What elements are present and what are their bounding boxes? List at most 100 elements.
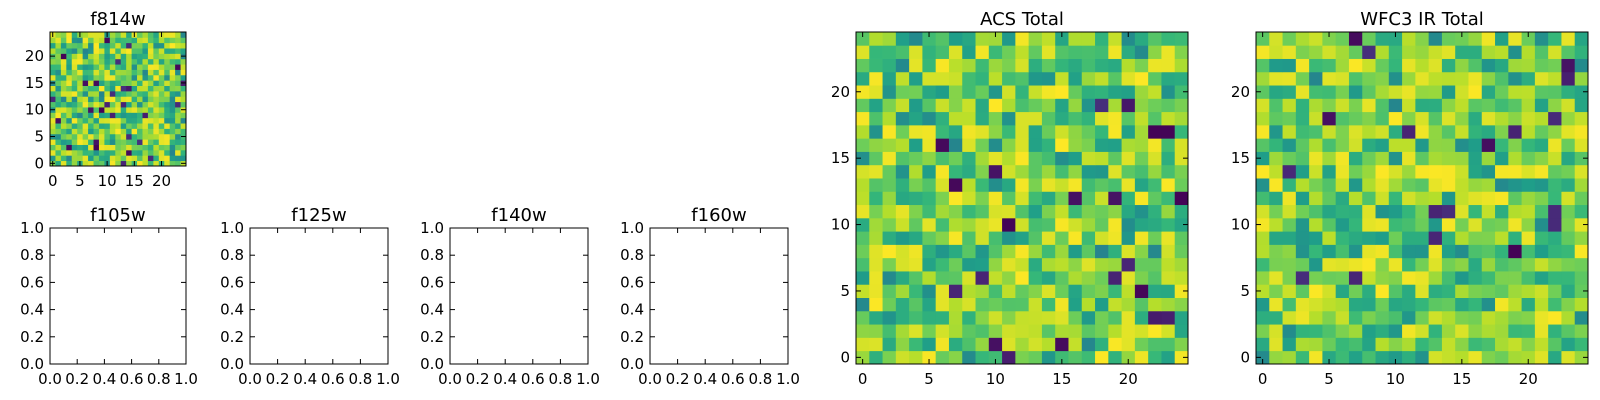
heatmap-cell bbox=[1015, 337, 1030, 352]
heatmap-cell bbox=[131, 69, 138, 76]
heatmap-cell bbox=[169, 144, 176, 151]
heatmap-cell bbox=[1309, 138, 1323, 152]
heatmap-cell bbox=[1415, 217, 1430, 232]
heatmap-cell bbox=[935, 337, 950, 352]
heatmap-cell bbox=[1455, 98, 1469, 113]
heatmap-cell bbox=[109, 160, 116, 167]
heatmap-cell bbox=[1388, 45, 1403, 59]
heatmap-cell bbox=[1269, 138, 1283, 152]
heatmap-cell bbox=[1256, 231, 1270, 245]
x-tick-label: 0.6 bbox=[120, 370, 144, 388]
heatmap-cell bbox=[1441, 85, 1456, 99]
heatmap-cell bbox=[856, 231, 870, 245]
heatmap-cell bbox=[1362, 111, 1376, 126]
heatmap-cell bbox=[1468, 244, 1483, 259]
heatmap-cell bbox=[1309, 164, 1323, 179]
heatmap-cell bbox=[1081, 271, 1096, 285]
heatmap-cell bbox=[50, 58, 56, 65]
heatmap-cell bbox=[1309, 71, 1323, 86]
heatmap-cell bbox=[1055, 217, 1069, 232]
heatmap-cell bbox=[120, 96, 127, 103]
heatmap-cell bbox=[856, 164, 870, 179]
heatmap-cell bbox=[1256, 151, 1270, 166]
heatmap-cell bbox=[71, 112, 78, 119]
y-tick-label: 0.8 bbox=[420, 246, 444, 264]
heatmap-cell bbox=[1561, 244, 1576, 259]
heatmap-cell bbox=[1402, 350, 1416, 365]
heatmap-cell bbox=[98, 112, 105, 119]
heatmap-cell bbox=[1415, 191, 1430, 206]
heatmap-cell bbox=[1495, 297, 1509, 312]
heatmap-cell bbox=[1041, 164, 1056, 179]
heatmap-cell bbox=[1441, 124, 1456, 139]
heatmap-cell bbox=[175, 107, 181, 113]
heatmap-cell bbox=[1161, 191, 1176, 206]
heatmap-cell bbox=[975, 191, 990, 206]
heatmap-cell bbox=[66, 112, 73, 119]
heatmap-cell bbox=[1322, 284, 1337, 298]
heatmap-cell bbox=[115, 107, 122, 113]
heatmap-cell bbox=[1428, 257, 1443, 272]
heatmap-cell bbox=[88, 107, 94, 113]
heatmap-cell bbox=[1574, 151, 1589, 166]
heatmap-cell bbox=[1095, 297, 1109, 312]
heatmap-cell bbox=[1548, 271, 1562, 285]
heatmap-cell bbox=[1174, 244, 1189, 259]
heatmap-cell bbox=[988, 350, 1003, 365]
heatmap-cell bbox=[1415, 151, 1430, 166]
heatmap-cell bbox=[1534, 138, 1549, 152]
heatmap-cell bbox=[1269, 124, 1283, 139]
heatmap-cell bbox=[1455, 124, 1469, 139]
heatmap-cell bbox=[115, 85, 122, 92]
heatmap-cell bbox=[1455, 350, 1469, 365]
y-tick-label: 0.4 bbox=[220, 301, 244, 319]
heatmap-cell bbox=[1148, 124, 1162, 139]
y-tick-label: 5 bbox=[34, 128, 44, 146]
y-tick-label: 0.8 bbox=[20, 246, 44, 264]
heatmap-cell bbox=[126, 64, 132, 70]
heatmap-cell bbox=[169, 53, 176, 60]
heatmap-cell bbox=[1481, 244, 1496, 259]
heatmap-cell bbox=[77, 58, 84, 65]
heatmap-cell bbox=[1015, 244, 1030, 259]
heatmap-cell bbox=[922, 191, 937, 206]
heatmap-cell bbox=[895, 284, 910, 298]
heatmap-cell bbox=[50, 48, 56, 54]
heatmap-cell bbox=[1495, 111, 1509, 126]
heatmap-cell bbox=[164, 53, 171, 60]
x-tick-label: 1.0 bbox=[576, 370, 600, 388]
heatmap-cell bbox=[1161, 297, 1176, 312]
heatmap-cell bbox=[922, 204, 937, 219]
heatmap-cell bbox=[153, 64, 160, 70]
heatmap-cell bbox=[137, 117, 143, 124]
heatmap-cell bbox=[1015, 85, 1030, 99]
heatmap-cell bbox=[82, 155, 89, 162]
heatmap-cell bbox=[1095, 244, 1109, 259]
heatmap-cell bbox=[175, 112, 181, 119]
heatmap-cell bbox=[1161, 350, 1176, 365]
heatmap-cell bbox=[1148, 98, 1162, 113]
heatmap-cell bbox=[1508, 324, 1522, 338]
heatmap-cell bbox=[1028, 191, 1043, 206]
heatmap-cell bbox=[1574, 124, 1589, 139]
heatmap-cell bbox=[55, 90, 62, 97]
x-tick-label: 1.0 bbox=[776, 370, 800, 388]
heatmap-cell bbox=[1348, 310, 1363, 325]
y-tick-label: 1.0 bbox=[220, 219, 244, 237]
heatmap-cell bbox=[1282, 231, 1297, 245]
heatmap-cell bbox=[60, 117, 67, 124]
heatmap-cell bbox=[909, 310, 923, 325]
heatmap-cell bbox=[98, 128, 105, 135]
heatmap-cell bbox=[77, 53, 84, 60]
heatmap-cell bbox=[164, 37, 171, 44]
heatmap-cell bbox=[895, 85, 910, 99]
heatmap-cell bbox=[1015, 257, 1030, 272]
heatmap-cell bbox=[1455, 231, 1469, 245]
heatmap-cell bbox=[147, 53, 154, 60]
y-tick-label: 15 bbox=[831, 149, 850, 167]
heatmap-cell bbox=[66, 144, 73, 151]
heatmap-cell bbox=[175, 48, 181, 54]
heatmap-cell bbox=[962, 138, 976, 152]
heatmap-cell bbox=[935, 151, 950, 166]
panel-f160w: 0.0 0.2 0.4 0.6 0.8 1.00.00.20.40.60.81.0f160… bbox=[620, 205, 800, 388]
